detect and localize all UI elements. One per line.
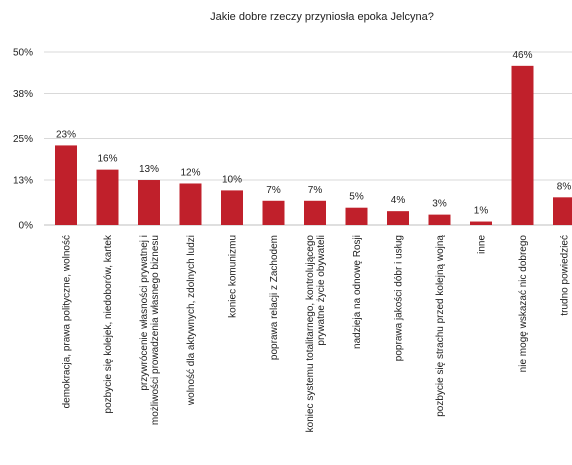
bar bbox=[138, 180, 160, 225]
category-label: inne bbox=[477, 235, 488, 254]
bar bbox=[262, 200, 285, 225]
bar bbox=[221, 190, 243, 225]
category-label: nadzieja na odnowę Rosji bbox=[352, 235, 363, 349]
category-label: poprawa jakości dóbr i usług bbox=[394, 235, 405, 361]
chart-title: Jakie dobre rzeczy przyniosła epoka Jelc… bbox=[210, 11, 434, 23]
data-label: 4% bbox=[391, 195, 406, 206]
y-tick-label: 13% bbox=[13, 176, 33, 187]
y-tick-label: 0% bbox=[19, 221, 34, 232]
category-label: koniec systemu totalitarnego, kontrolują… bbox=[305, 235, 316, 433]
data-label: 7% bbox=[308, 185, 323, 196]
data-label: 3% bbox=[432, 199, 447, 210]
bar bbox=[179, 183, 202, 225]
data-label: 12% bbox=[180, 167, 200, 178]
data-label: 7% bbox=[266, 185, 281, 196]
category-labels: demokracja, prawa polityczne, wolność poz… bbox=[62, 234, 571, 432]
bar bbox=[345, 207, 368, 225]
category-label: trudno powiedzieć bbox=[560, 235, 571, 316]
bar bbox=[96, 169, 119, 225]
category-label: pozbycie się strachu przed kolejną wojną bbox=[435, 235, 446, 417]
data-label: 16% bbox=[97, 154, 117, 165]
category-label: przywrócenie własności prywatnej i bbox=[139, 235, 150, 391]
bars bbox=[55, 65, 572, 225]
gridlines bbox=[44, 51, 572, 226]
data-label: 5% bbox=[349, 192, 364, 203]
data-labels: 23% 16% 13% 12% 10% 7% 7% 5% 4% 3% 1% 46% 8% bbox=[56, 50, 571, 217]
bar bbox=[304, 200, 326, 225]
bar bbox=[511, 65, 534, 225]
data-label: 46% bbox=[512, 50, 532, 61]
category-label: możliwości prowadzenia własnego biznesu bbox=[150, 235, 161, 425]
category-label: demokracja, prawa polityczne, wolność bbox=[62, 235, 73, 408]
y-tick-label: 50% bbox=[13, 48, 33, 59]
bar bbox=[428, 214, 451, 225]
bar bbox=[55, 145, 77, 225]
category-label: koniec komunizmu bbox=[228, 235, 239, 318]
bar bbox=[470, 221, 492, 225]
y-axis-ticks: 0% 13% 25% 38% 50% bbox=[13, 48, 33, 232]
data-label: 13% bbox=[139, 164, 159, 175]
category-label: wolność dla aktywnych, zdolnych ludzi bbox=[186, 235, 197, 406]
category-label: nie mogę wskazać nic dobrego bbox=[518, 235, 529, 373]
y-tick-label: 38% bbox=[13, 89, 33, 100]
data-label: 1% bbox=[474, 206, 489, 217]
data-label: 10% bbox=[222, 174, 242, 185]
category-label: poprawa relacji z Zachodem bbox=[269, 235, 280, 360]
category-label: pozbycie się kolejek, niedoborów, kartek bbox=[103, 234, 114, 413]
bar bbox=[553, 197, 572, 225]
category-label: prywatne życie obywateli bbox=[316, 235, 327, 346]
data-label: 23% bbox=[56, 129, 76, 140]
data-label: 8% bbox=[557, 181, 572, 192]
y-tick-label: 25% bbox=[13, 134, 33, 145]
bar bbox=[387, 211, 409, 225]
